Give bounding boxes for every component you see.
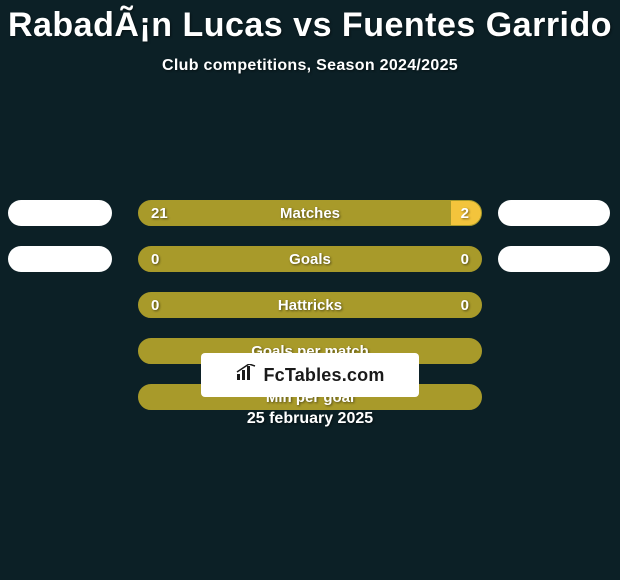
stat-label: Matches xyxy=(139,201,481,226)
stat-bar: 00Goals xyxy=(138,246,482,272)
player-left-pill xyxy=(8,246,112,272)
chart-icon xyxy=(235,364,257,387)
page-title: RabadÃ¡n Lucas vs Fuentes Garrido xyxy=(0,0,620,45)
logo: FcTables.com xyxy=(235,364,384,387)
stat-bar: 00Hattricks xyxy=(138,292,482,318)
stat-label: Hattricks xyxy=(139,293,481,318)
logo-box: FcTables.com xyxy=(201,353,419,397)
logo-text: FcTables.com xyxy=(263,365,384,386)
comparison-row: 212Matches xyxy=(0,200,620,226)
player-right-pill xyxy=(498,246,610,272)
stat-bar: 212Matches xyxy=(138,200,482,226)
player-right-pill xyxy=(498,200,610,226)
player-left-pill xyxy=(8,200,112,226)
comparison-row: 00Hattricks xyxy=(0,292,620,318)
page-subtitle: Club competitions, Season 2024/2025 xyxy=(0,57,620,75)
stat-label: Goals xyxy=(139,247,481,272)
comparison-row: 00Goals xyxy=(0,246,620,272)
date-label: 25 february 2025 xyxy=(0,410,620,428)
